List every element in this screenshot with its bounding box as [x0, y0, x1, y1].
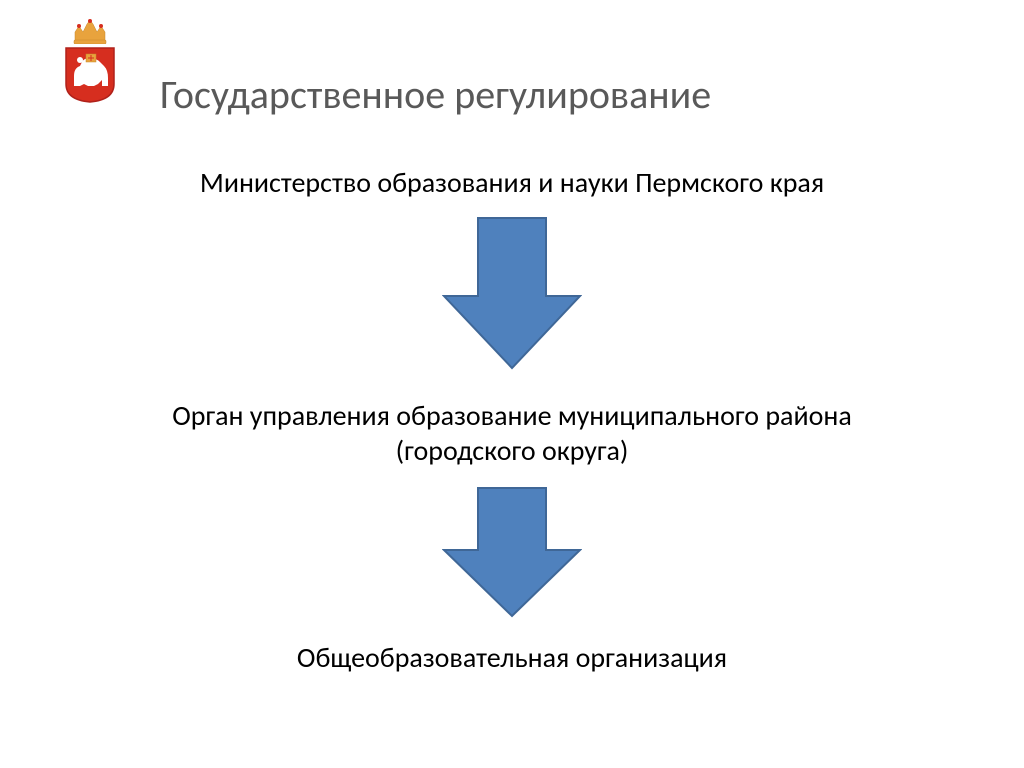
crown-icon: [71, 18, 109, 44]
arrow-down-1: [442, 216, 582, 370]
shield-icon: [64, 46, 116, 104]
arrow-down-2: [442, 486, 582, 618]
arrow-down-icon: [442, 486, 582, 618]
slide-title: Государственное регулирование: [160, 70, 964, 119]
node-school: Общеобразовательная организация: [0, 640, 1024, 675]
arrow-down-icon: [442, 216, 582, 370]
coat-of-arms: [64, 18, 116, 104]
node-ministry: Министерство образования и науки Пермско…: [0, 165, 1024, 200]
node-municipal: Орган управления образование муниципальн…: [0, 398, 1024, 468]
